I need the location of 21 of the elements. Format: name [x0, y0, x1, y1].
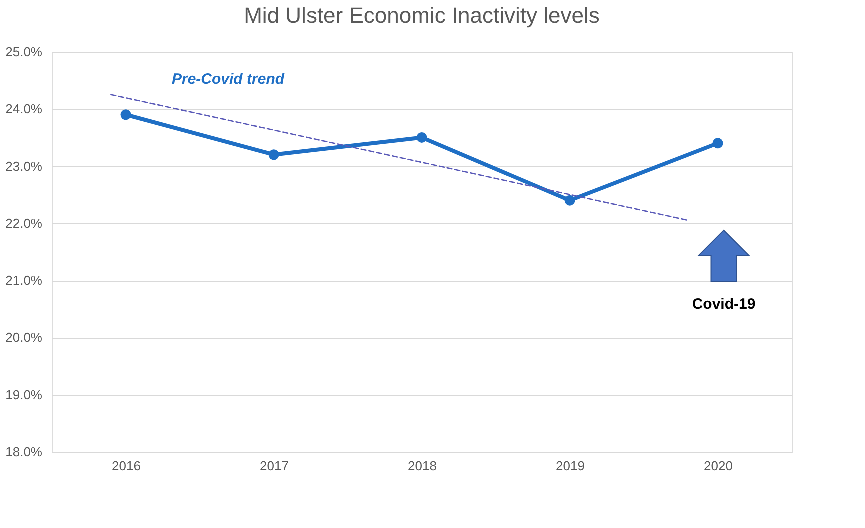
x-tick-label: 2016 [112, 458, 141, 474]
y-tick-label: 23.0% [6, 158, 43, 174]
x-tick-label: 2020 [704, 458, 733, 474]
point [712, 138, 724, 149]
x-tick-label: 2017 [260, 458, 289, 474]
y-tick-label: 18.0% [6, 444, 43, 460]
y-tick-label: 19.0% [6, 387, 43, 402]
point [268, 150, 280, 160]
x-tick-label: 2019 [556, 458, 585, 474]
point [416, 132, 428, 143]
y-tick-label: 25.0% [6, 44, 43, 60]
y-tick-label: 20.0% [6, 330, 43, 346]
y-tick-label: 24.0% [6, 102, 43, 117]
y-tick-label: 22.0% [6, 216, 43, 231]
x-tick-label: 2018 [408, 458, 437, 474]
point [120, 110, 132, 120]
y-tick-label: 21.0% [6, 273, 43, 288]
annotation: Pre-Covid trend [172, 71, 286, 88]
point [564, 195, 576, 206]
chart-title: Mid Ulster Economic Inactivity levels [244, 3, 600, 28]
annotation: Covid-19 [692, 296, 756, 313]
